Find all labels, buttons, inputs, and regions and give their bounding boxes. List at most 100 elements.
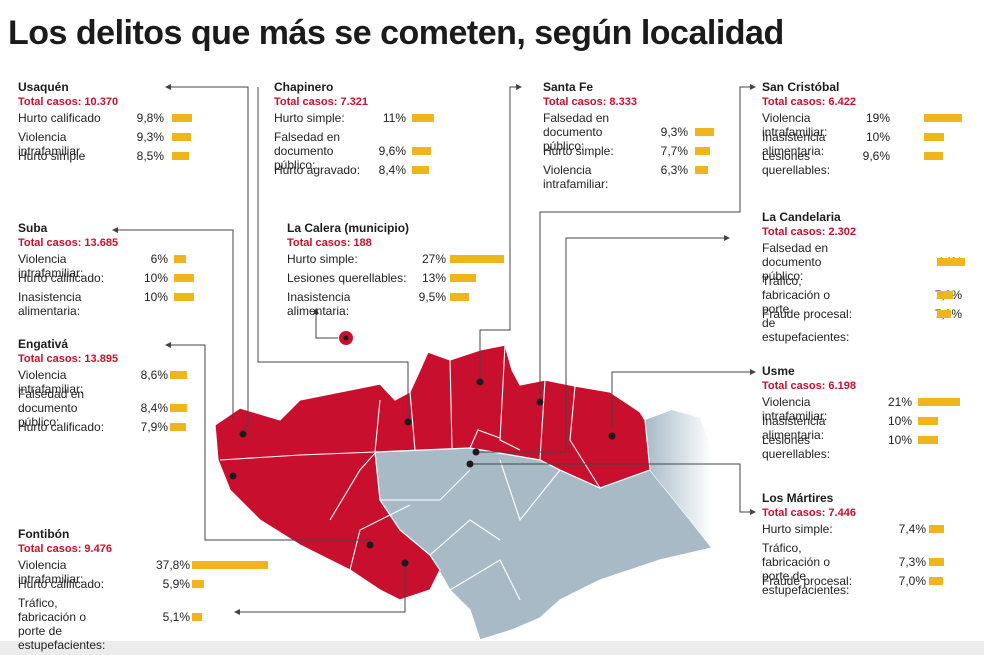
crime-row: Hurto calificado: 7,9% bbox=[18, 420, 186, 439]
crime-label: Hurto simple: bbox=[762, 522, 833, 536]
crime-row: Fraude procesal: 7,0% bbox=[762, 574, 943, 593]
crime-row: Inasistencia alimentaria: 9,5% bbox=[287, 290, 469, 318]
locality-name: La Candelaria bbox=[762, 210, 841, 224]
crime-label: Falsedad en documento público: bbox=[543, 111, 610, 153]
crime-label: Fraude procesal: bbox=[762, 307, 853, 321]
crime-row: Tráfico, fabricación o porte de estupefa… bbox=[18, 596, 202, 652]
crime-row: Lesiones querellables: 13% bbox=[287, 271, 476, 290]
page-title: Los delitos que más se cometen, según lo… bbox=[8, 14, 784, 52]
crime-percent: 37,8% bbox=[155, 558, 190, 572]
crime-row: Violencia intrafamiliar: 8,6% bbox=[18, 368, 187, 396]
total-cases: Total casos: 6.422 bbox=[762, 96, 856, 108]
locality-la-calera-municipio: La Calera (municipio) Total casos: 188 Hur… bbox=[287, 220, 504, 318]
crime-label: Lesiones querellables: bbox=[762, 149, 831, 177]
crime-percent: 21% bbox=[887, 395, 912, 409]
crime-label: Hurto simple: bbox=[543, 144, 614, 158]
crime-row: Hurto simple: 7,4% bbox=[762, 522, 944, 541]
total-cases: Total casos: 7.321 bbox=[274, 96, 368, 108]
crime-row: Tráfico, fabricación o porte de estupefa… bbox=[762, 274, 962, 344]
crime-bar bbox=[172, 114, 192, 122]
crime-row: Inasistencia alimentaria: 10% bbox=[762, 414, 938, 442]
crime-bar bbox=[929, 525, 944, 533]
crime-bar bbox=[918, 417, 938, 425]
locality-name: Engativá bbox=[18, 337, 69, 351]
crime-label: Falsedad en documento público: bbox=[18, 387, 85, 429]
crime-row: Violencia intrafamiliar: 6,3% bbox=[543, 163, 708, 191]
crime-label: Tráfico, fabricación o porte de estupefa… bbox=[762, 274, 850, 344]
crime-label: Falsedad en documento público: bbox=[762, 241, 829, 283]
locality-suba: Suba Total casos: 13.685 Violencia intrafa… bbox=[18, 220, 194, 318]
crime-row: Violencia intrafamiliar: 37,8% bbox=[18, 558, 268, 586]
crime-percent: 10% bbox=[865, 130, 890, 144]
crime-label: Tráfico, fabricación o porte de estupefa… bbox=[18, 596, 106, 652]
crime-bar bbox=[937, 310, 951, 318]
locality-name: Suba bbox=[18, 221, 48, 235]
locality-usaquen: Usaquén Total casos: 10.370 Hurto califica… bbox=[18, 79, 192, 168]
crime-row: Tráfico, fabricación o porte de estupefa… bbox=[762, 541, 944, 597]
total-cases: Total casos: 188 bbox=[287, 237, 372, 249]
crime-label: Lesiones querellables: bbox=[287, 271, 407, 285]
crime-label: Hurto calificado bbox=[18, 111, 101, 125]
locality-fontibon: Fontibón Total casos: 9.476 Violencia intr… bbox=[18, 526, 268, 652]
locality-name: Fontibón bbox=[18, 527, 70, 541]
crime-row: Violencia intrafamiliar 9,3% bbox=[18, 130, 191, 158]
crime-percent: 11% bbox=[382, 111, 406, 125]
map-region-west bbox=[214, 344, 651, 601]
crime-percent: 9,5% bbox=[418, 290, 446, 304]
crime-label: Lesiones querellables: bbox=[762, 433, 831, 461]
map-region-east-fade bbox=[645, 410, 712, 548]
locality-name: Usme bbox=[762, 364, 795, 378]
crime-label: Hurto simple: bbox=[287, 252, 358, 266]
crime-label: Tráfico, fabricación o porte de estupefa… bbox=[762, 541, 850, 597]
crime-row: Fraude procesal:7,2% bbox=[762, 307, 962, 326]
locality-engativa: Engativá Total casos: 13.895 Violencia int… bbox=[18, 336, 187, 439]
crime-row: Lesiones querellables: 10% bbox=[762, 433, 938, 461]
crime-bar bbox=[929, 558, 944, 566]
total-cases: Total casos: 6.198 bbox=[762, 380, 856, 392]
crime-percent: 10% bbox=[143, 290, 168, 304]
crime-bar bbox=[918, 436, 938, 444]
crime-row: Inasistencia alimentaria: 10% bbox=[762, 130, 944, 158]
crime-row: Falsedad en documento público:14% bbox=[762, 241, 965, 283]
crime-bar bbox=[412, 166, 429, 174]
crime-percent: 7,3% bbox=[898, 555, 926, 569]
crime-bar bbox=[450, 274, 476, 282]
total-cases: Total casos: 2.302 bbox=[762, 226, 856, 238]
locality-name: Santa Fe bbox=[543, 80, 594, 94]
crime-row: Hurto simple 8,5% bbox=[18, 149, 189, 168]
crime-percent: 9,3% bbox=[660, 125, 688, 139]
crime-bar bbox=[174, 293, 194, 301]
crime-label: Inasistencia alimentaria: bbox=[762, 130, 826, 158]
crime-percent: 19% bbox=[865, 111, 890, 125]
crime-label: Violencia intrafamiliar: bbox=[18, 252, 84, 280]
crime-bar bbox=[924, 133, 944, 141]
crime-row: Violencia intrafamiliar: 6% bbox=[18, 252, 186, 280]
crime-label: Hurto calificado: bbox=[18, 420, 105, 434]
locality-chapinero: Chapinero Total casos: 7.321 Hurto simple:… bbox=[274, 79, 434, 182]
crime-row: Violencia intrafamiliar: 19% bbox=[762, 111, 962, 139]
crime-bar bbox=[937, 258, 965, 266]
crime-label: Inasistencia alimentaria: bbox=[18, 290, 82, 318]
crime-bar bbox=[174, 255, 186, 263]
crime-bar bbox=[929, 577, 943, 585]
crime-percent: 13% bbox=[421, 271, 446, 285]
locality-name: Chapinero bbox=[274, 80, 334, 94]
crime-row: Hurto calificado 9,8% bbox=[18, 111, 192, 130]
crime-row: Hurto calificado: 10% bbox=[18, 271, 194, 290]
crime-bar bbox=[450, 255, 504, 263]
crime-percent: 7,9% bbox=[140, 420, 168, 434]
crime-bar bbox=[695, 166, 708, 174]
locality-markers bbox=[229, 378, 616, 567]
crime-percent: 6% bbox=[150, 252, 168, 266]
crime-bar bbox=[174, 274, 194, 282]
crime-row: Hurto simple: 27% bbox=[287, 252, 504, 271]
crime-bar bbox=[192, 561, 268, 569]
crime-percent: 5,1% bbox=[162, 610, 190, 624]
crime-bar bbox=[170, 404, 187, 412]
arrowheads bbox=[112, 84, 756, 615]
crime-percent: 5,9% bbox=[162, 577, 190, 591]
total-cases: Total casos: 10.370 bbox=[18, 96, 119, 108]
crime-label: Falsedad en documento público: bbox=[274, 130, 341, 172]
crime-bar bbox=[170, 423, 186, 431]
